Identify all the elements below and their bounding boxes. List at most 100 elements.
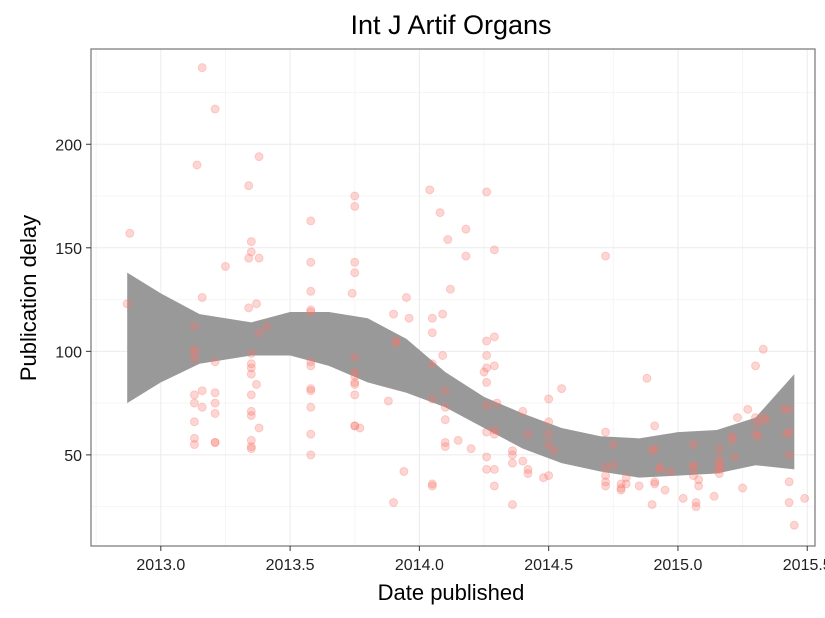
data-point: [197, 293, 207, 302]
data-point: [523, 469, 533, 479]
data-point: [427, 328, 437, 338]
plot-border: [90, 48, 816, 547]
data-point: [306, 429, 316, 439]
data-point: [438, 350, 448, 360]
data-point: [350, 377, 360, 387]
data-point: [691, 502, 701, 512]
data-point: [427, 394, 437, 404]
x-axis-title: Date published: [378, 580, 525, 605]
data-point: [350, 201, 360, 211]
data-point: [197, 63, 207, 73]
data-point: [399, 466, 409, 476]
data-point: [601, 471, 611, 481]
data-point: [616, 485, 626, 495]
data-point: [189, 321, 199, 331]
y-axis: 50 100 150 200: [55, 137, 91, 465]
data-point: [246, 444, 256, 454]
data-point: [350, 257, 360, 267]
data-point: [482, 350, 492, 360]
data-point: [647, 446, 657, 456]
data-point: [482, 336, 492, 346]
data-point: [246, 348, 256, 358]
data-point: [246, 359, 256, 369]
data-point: [650, 444, 660, 454]
data-point: [601, 251, 611, 261]
data-point: [306, 257, 316, 267]
data-point: [601, 481, 611, 491]
x-tick-label: 2015.5: [783, 557, 825, 574]
data-point: [714, 464, 724, 474]
data-point: [440, 437, 450, 447]
x-axis: 2013.0 2013.5 2014.0 2014.5 2015.0 2015.5: [136, 546, 825, 574]
data-point: [732, 413, 742, 423]
data-point: [727, 431, 737, 441]
data-point: [523, 429, 533, 439]
data-point: [427, 479, 437, 489]
data-point: [350, 421, 360, 431]
data-point: [544, 394, 554, 404]
data-point: [401, 293, 411, 302]
data-point: [688, 471, 698, 481]
data-point: [800, 493, 810, 503]
data-point: [350, 421, 360, 431]
data-point: [254, 152, 264, 162]
data-point: [647, 500, 657, 510]
data-point: [189, 440, 199, 450]
data-point: [688, 460, 698, 470]
chart-title: Int J Artif Organs: [350, 10, 551, 40]
data-point: [544, 471, 554, 481]
data-point: [453, 435, 463, 445]
data-point: [761, 415, 771, 425]
data-point: [784, 427, 794, 437]
data-point: [246, 369, 256, 379]
data-point: [691, 498, 701, 508]
data-point: [489, 332, 499, 342]
data-point: [482, 464, 492, 474]
data-point: [244, 181, 254, 191]
data-point: [539, 473, 548, 483]
data-point: [246, 435, 256, 445]
data-point: [435, 208, 445, 218]
data-point: [438, 309, 448, 319]
data-point: [714, 458, 724, 468]
data-point: [350, 390, 360, 400]
data-point: [427, 359, 437, 369]
data-point: [557, 384, 567, 394]
data-point: [350, 191, 360, 201]
data-point: [714, 469, 724, 479]
data-point: [210, 408, 220, 418]
data-point: [688, 440, 698, 450]
data-point: [489, 464, 499, 474]
data-point: [246, 363, 256, 373]
data-point: [714, 462, 724, 472]
data-point: [694, 475, 704, 485]
data-point: [306, 307, 316, 317]
data-point: [440, 415, 450, 425]
data-point: [608, 460, 618, 470]
data-point: [350, 367, 360, 377]
data-point: [189, 433, 199, 443]
data-point: [125, 228, 135, 238]
data-point: [350, 371, 360, 381]
data-point: [306, 450, 316, 460]
data-point: [189, 417, 199, 427]
data-point: [665, 466, 675, 476]
data-point: [251, 379, 261, 389]
data-point: [383, 396, 393, 406]
data-point: [306, 286, 316, 296]
data-point: [254, 328, 264, 338]
data-point: [197, 402, 207, 412]
data-point: [246, 406, 256, 416]
data-point: [210, 437, 220, 447]
data-point: [782, 429, 792, 439]
data-point: [482, 452, 492, 462]
data-point: [246, 390, 256, 400]
data-point: [350, 379, 360, 389]
data-point: [355, 423, 365, 433]
data-point: [518, 456, 528, 466]
data-point: [482, 427, 492, 437]
data-point: [246, 237, 256, 247]
x-tick-label: 2014.0: [395, 557, 444, 574]
data-point: [192, 160, 202, 170]
data-point: [427, 481, 437, 491]
